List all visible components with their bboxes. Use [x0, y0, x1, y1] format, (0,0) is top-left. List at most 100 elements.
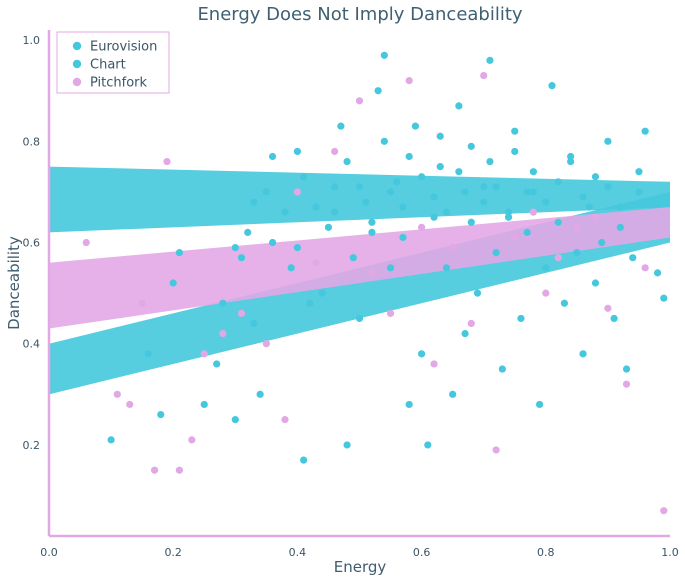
eurovision-point: [374, 87, 382, 95]
eurovision-point: [300, 456, 308, 464]
eurovision-point: [523, 228, 531, 236]
legend-label-eurovision: Eurovision: [90, 40, 157, 55]
chart-point: [579, 193, 587, 201]
data-points: [82, 51, 668, 515]
eurovision-point: [660, 294, 668, 302]
eurovision-point: [498, 365, 506, 373]
eurovision-point: [635, 188, 643, 196]
legend-marker-pitchfork: [72, 77, 82, 87]
eurovision-point: [467, 218, 475, 226]
eurovision-point: [386, 264, 395, 272]
chart-point: [312, 203, 320, 211]
x-tick-label: 0.2: [164, 546, 182, 559]
eurovision-point: [436, 163, 444, 171]
eurovision-point: [324, 223, 333, 231]
eurovision-point: [591, 279, 600, 287]
eurovision-point: [244, 228, 252, 236]
chart-point: [604, 183, 612, 191]
eurovision-point: [213, 360, 221, 368]
pitchfork-point: [418, 223, 426, 231]
pitchfork-point: [163, 157, 171, 166]
eurovision-point: [362, 198, 370, 206]
x-tick-label: 0.4: [289, 546, 307, 559]
pitchfork-point: [430, 360, 438, 368]
chart-point: [293, 147, 301, 156]
eurovision-point: [504, 208, 513, 216]
x-axis-label: Energy: [334, 558, 387, 576]
pitchfork-point: [188, 436, 196, 444]
eurovision-point: [554, 218, 562, 226]
chart-point: [567, 152, 575, 161]
legend-label-chart: Chart: [90, 58, 126, 73]
eurovision-point: [287, 264, 295, 272]
eurovision-point: [144, 350, 152, 358]
chart-point: [436, 132, 444, 140]
eurovision-point: [424, 441, 432, 449]
y-tick-label: 0.8: [23, 135, 41, 148]
pitchfork-point: [200, 350, 208, 358]
eurovision-point: [622, 365, 631, 373]
legend-marker-eurovision: [72, 41, 82, 51]
eurovision-point: [486, 56, 494, 64]
pitchfork-point: [480, 71, 488, 80]
eurovision-point: [542, 264, 550, 272]
eurovision-point: [585, 203, 593, 211]
chart-point: [554, 178, 562, 186]
eurovision-point: [368, 228, 376, 236]
chart-point: [343, 157, 351, 166]
pitchfork-point: [126, 400, 134, 409]
x-tick-label: 0.8: [537, 546, 555, 559]
chart-point: [455, 168, 463, 176]
chart-point: [380, 137, 388, 145]
pitchfork-point: [591, 213, 600, 221]
pitchfork-point: [262, 340, 270, 348]
eurovision-point: [442, 264, 451, 272]
eurovision-point: [343, 441, 351, 449]
pitchfork-point: [449, 243, 457, 252]
eurovision-point: [473, 289, 482, 297]
pitchfork-point: [622, 380, 631, 388]
eurovision-point: [629, 254, 637, 262]
eurovision-point: [449, 390, 457, 398]
eurovision-point: [293, 243, 301, 252]
eurovision-point: [560, 299, 569, 307]
eurovision-point: [430, 213, 438, 221]
pitchfork-point: [554, 254, 562, 262]
eurovision-point: [355, 314, 364, 323]
eurovision-point: [418, 350, 426, 358]
pitchfork-point: [293, 188, 301, 196]
pitchfork-point: [573, 223, 581, 231]
eurovision-point: [256, 390, 264, 398]
eurovision-point: [349, 254, 357, 262]
eurovision-point: [250, 319, 258, 328]
pitchfork-point: [368, 269, 376, 277]
pitchfork-point: [492, 446, 500, 454]
eurovision-point: [318, 289, 326, 297]
chart-point: [355, 183, 364, 191]
eurovision-point: [598, 238, 606, 247]
eurovision-point: [300, 173, 308, 181]
eurovision-point: [281, 208, 289, 216]
chart-point: [231, 243, 239, 252]
eurovision-point: [511, 127, 519, 135]
chart-title: Energy Does Not Imply Danceability: [197, 4, 522, 25]
eurovision-point: [380, 51, 388, 59]
regression-bands: [49, 166, 670, 395]
eurovision-point: [411, 122, 419, 130]
eurovision-point: [579, 350, 587, 358]
eurovision-point: [200, 400, 208, 409]
eurovision-point: [268, 152, 277, 161]
eurovision-point: [231, 416, 239, 424]
pitchfork-point: [355, 97, 364, 105]
x-tick-label: 0.6: [413, 546, 431, 559]
chart-point: [529, 168, 537, 176]
pitchfork-point: [138, 299, 146, 307]
chart-point: [480, 198, 488, 206]
pitchfork-point: [150, 466, 159, 474]
eurovision-point: [169, 279, 177, 287]
eurovision-point: [641, 127, 649, 135]
y-axis-ticks: 0.2 0.4 0.6 0.8 1.0: [23, 34, 41, 452]
pitchfork-point: [331, 147, 339, 156]
chart-point: [635, 168, 643, 176]
